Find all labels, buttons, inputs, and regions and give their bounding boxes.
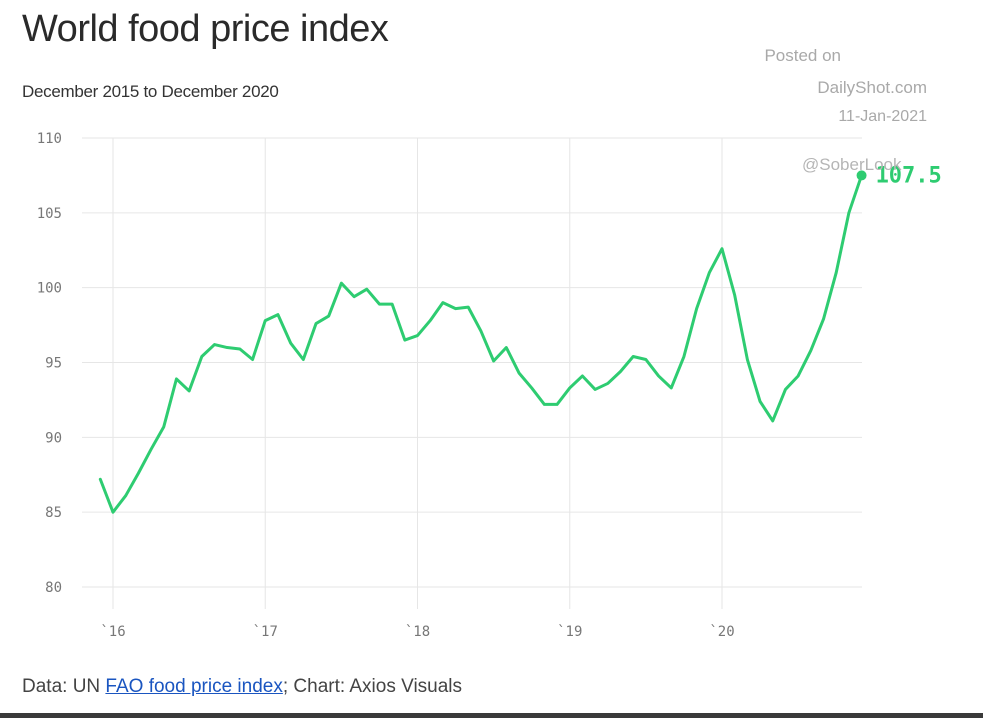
chart-source-note: Data: UN FAO food price index; Chart: Ax… [22, 676, 462, 698]
y-tick-label: 110 [37, 131, 62, 147]
x-tick-label: `19 [557, 624, 582, 640]
source-prefix: Data: UN [22, 676, 106, 697]
source-suffix: ; Chart: Axios Visuals [282, 676, 463, 697]
x-tick-label: `16 [100, 624, 125, 640]
y-tick-label: 100 [37, 281, 62, 297]
watermark-handle: @SoberLook [802, 155, 902, 174]
fao-index-link[interactable]: FAO food price index [105, 676, 283, 697]
x-tick-label: `18 [405, 624, 430, 640]
y-tick-label: 80 [45, 580, 62, 596]
end-value-label: 107.5 [876, 163, 942, 188]
chart-title: World food price index [22, 8, 389, 50]
series-line [98, 173, 864, 514]
y-tick-label: 105 [37, 206, 62, 222]
y-tick-label: 90 [45, 430, 62, 446]
chart-subtitle: December 2015 to December 2020 [22, 82, 279, 101]
watermark-date: 11-Jan-2021 [838, 108, 927, 125]
bottom-border [0, 713, 983, 718]
x-tick-label: `20 [709, 624, 734, 640]
watermark-posted-on: Posted on [764, 46, 841, 65]
watermark-site: DailyShot.com [817, 78, 927, 97]
y-tick-label: 85 [45, 505, 62, 521]
end-point-marker [856, 170, 867, 181]
x-tick-label: `17 [253, 624, 278, 640]
y-tick-label: 95 [45, 356, 62, 372]
